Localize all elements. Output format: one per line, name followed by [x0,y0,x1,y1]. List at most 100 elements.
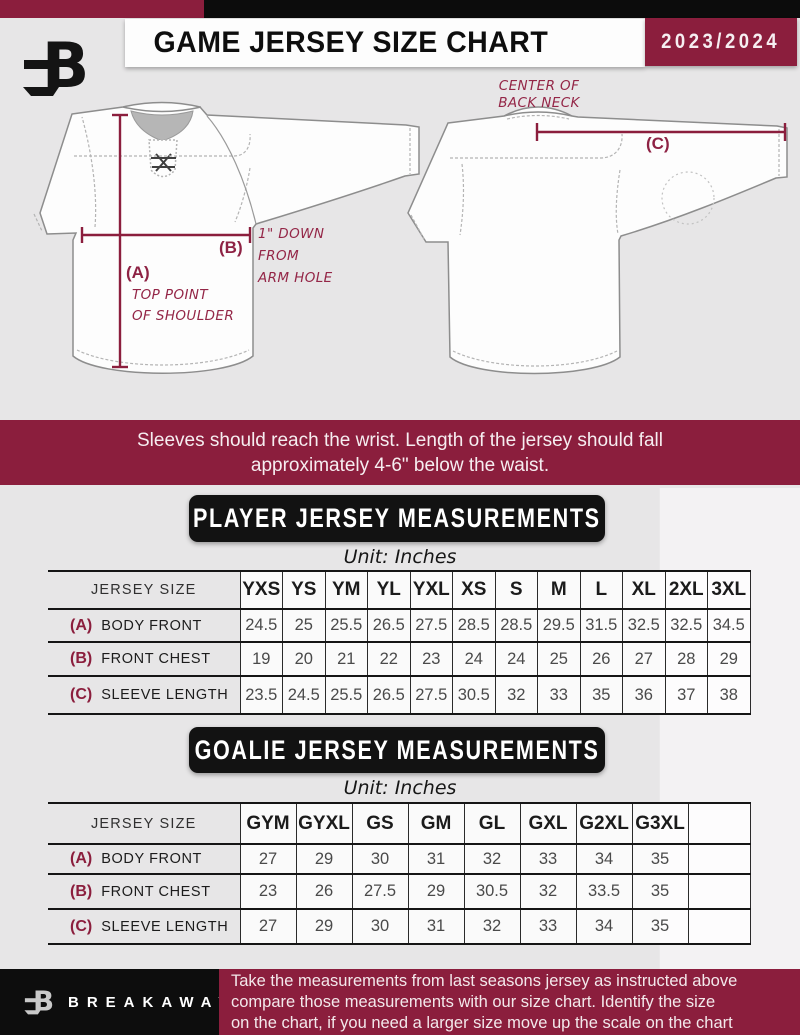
value: 33.5 [587,882,621,900]
row-label-cell: (C) SLEEVE LENGTH [48,908,240,945]
value: 31 [426,849,446,868]
value-cell: 31.5 [579,608,623,643]
value: 27.5 [363,882,397,900]
size-header-cell: GS [351,802,408,845]
value-cell [687,843,751,875]
row-label: FRONT CHEST [101,651,211,667]
value: 37 [677,685,696,704]
value: 21 [337,649,356,668]
value-cell: 30.5 [452,675,495,715]
player-section-header: PLAYER JERSEY MEASUREMENTS [189,495,605,542]
value: 27 [634,649,653,668]
size-header-cell: GM [407,802,464,845]
value: 32 [507,685,526,704]
value-cell: 30 [351,908,408,945]
value-cell: 26.5 [367,608,410,643]
value: 22 [379,649,398,668]
size-header-cell: G3XL [631,802,688,845]
value: 32.5 [627,616,660,634]
size-label: G3XL [635,812,685,834]
row-key: (C) [70,686,93,703]
size-header-cell: S [494,570,538,610]
value: 27.5 [415,685,448,704]
value: 38 [719,685,738,704]
value-cell: 22 [367,641,410,677]
jersey-diagrams: CENTER OF BACK NECK (C) (B) 1" DOWN FROM… [0,70,800,420]
value: 24 [507,649,526,668]
size-label: L [595,579,608,600]
table-row: (A) BODY FRONT 27 29 30 31 32 33 34 35 [48,843,751,875]
size-header-cell: GYXL [295,802,352,845]
value-cell: 25.5 [324,608,368,643]
value-cell: 35 [631,908,688,945]
value: 24.5 [245,616,278,634]
goalie-measurements-table: JERSEY SIZE GYM GYXL GS GM GL GXL G2XL G3XL (A) BO… [48,802,751,945]
footer-line2: compare those measurements with our size… [231,992,716,1011]
value-cell: 19 [239,641,283,677]
size-label: YXS [242,579,281,600]
row-label: SLEEVE LENGTH [101,687,229,703]
row-label-cell: (B) FRONT CHEST [48,641,240,677]
value: 27 [258,917,278,935]
size-label: 2XL [668,579,704,600]
size-header-cell: YS [282,570,325,610]
value: 19 [252,649,271,668]
value-cell: 27.5 [409,675,453,715]
size-label: XS [461,579,487,600]
value-cell: 34 [575,843,632,875]
value: 24 [464,649,483,668]
breakaway-footer-logo-icon: B [24,981,58,1024]
size-header-cell: GL [463,802,520,845]
goalie-section-title: GOALIE JERSEY MEASUREMENTS [194,734,600,765]
value-cell: 26.5 [367,675,410,715]
value: 29 [426,882,446,900]
player-unit-label: Unit: Inches [343,546,457,568]
value-cell: 29.5 [537,608,580,643]
table-row: (B) FRONT CHEST 19 20 21 22 23 24 24 25 26 27 28 29 [48,641,751,677]
value-cell: 31 [407,843,464,875]
value-cell: 25 [537,641,580,677]
value-cell: 20 [282,641,325,677]
value: 29 [719,649,738,668]
size-label: GL [478,812,506,834]
value: 35 [650,849,670,868]
size-label: GS [366,812,394,834]
value: 25 [294,616,313,634]
center-back-neck-note: CENTER OF BACK NECK [498,78,580,111]
a-note: TOP POINT OF SHOULDER [132,287,235,324]
value: 26.5 [372,685,405,704]
top-strip-maroon [0,0,204,18]
size-label: S [509,579,523,600]
value-cell: 34.5 [707,608,751,643]
value: 31.5 [585,616,618,634]
jersey-diagram-art [33,101,788,375]
size-header-cell: YL [367,570,410,610]
fit-notice-banner: Sleeves should reach the wrist. Length o… [0,420,800,485]
front-jersey-drawing [33,101,420,374]
value-cell [687,908,751,945]
value-cell: 33.5 [575,873,632,910]
size-header-cell: GYM [239,802,296,845]
value-cell: 32 [463,908,520,945]
size-header-cell: YXL [409,570,453,610]
value: 27 [258,849,278,868]
value-cell: 29 [407,873,464,910]
value: 25.5 [330,685,363,704]
table-row: (C) SLEEVE LENGTH 27 29 30 31 32 33 34 35 [48,908,751,945]
table-row: (A) BODY FRONT 24.5 25 25.5 26.5 27.5 28.5 28.5 2… [48,608,751,643]
measurement-line-b [80,227,252,243]
size-label: YL [376,579,401,600]
size-header-cell: G2XL [575,802,632,845]
size-label: XL [631,579,656,600]
value-cell: 32 [463,843,520,875]
size-header-cell: XS [452,570,495,610]
value: 34 [594,849,614,868]
value-cell: 33 [519,908,576,945]
row-label-cell: (A) BODY FRONT [48,608,240,643]
measurement-line-a [112,113,128,369]
value-cell: 33 [537,675,580,715]
value: 36 [634,685,653,704]
value-cell: 35 [579,675,623,715]
value: 28 [677,649,696,668]
size-label: YXL [412,579,450,600]
